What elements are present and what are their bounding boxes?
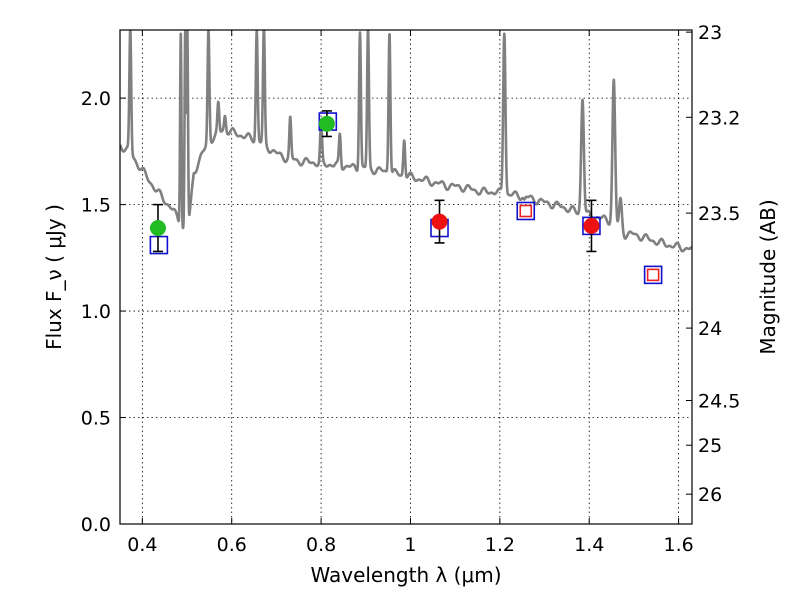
model-photometry-box [643, 265, 663, 285]
y-tick-label: 2.0 [81, 88, 111, 110]
x-tick-label: 0.8 [306, 534, 336, 556]
x-tick-label: 1.2 [485, 534, 515, 556]
y2-tick-label: 24.5 [698, 391, 740, 413]
plot-frame [119, 29, 693, 525]
model-photometry-inner-box [519, 204, 533, 218]
y-tick-label: 1.5 [81, 195, 111, 217]
y2-axis-label: Magnitude (AB) [756, 199, 780, 354]
x-tick-label: 1.4 [574, 534, 604, 556]
x-tick-label: 0.6 [217, 534, 247, 556]
photometry-point [431, 213, 448, 230]
y2-tick-label: 23.2 [698, 107, 740, 129]
y2-tick-label: 25 [698, 435, 722, 457]
model-photometry-box [149, 235, 169, 255]
photometry-point [318, 115, 335, 132]
plot-area [120, 30, 692, 285]
y2-tick-label: 26 [698, 484, 722, 506]
y2-tick-label: 24 [698, 318, 722, 340]
y-tick-label: 1.0 [81, 301, 111, 323]
x-tick-label: 1.6 [663, 534, 693, 556]
x-tick-label: 1 [404, 534, 416, 556]
y2-tick-label: 23.5 [698, 203, 740, 225]
photometry-point [583, 217, 600, 234]
y-tick-label: 0.5 [81, 408, 111, 430]
model-photometry-box [516, 201, 536, 221]
photometry-point [149, 220, 166, 237]
x-axis-label: Wavelength λ (μm) [310, 563, 501, 587]
y2-tick-label: 23 [698, 22, 722, 44]
grid [120, 30, 692, 525]
model-photometry-inner-box [646, 268, 660, 282]
y-tick-label: 0.0 [81, 514, 111, 536]
y-axis-label: Flux F_ν ( μJy ) [42, 204, 66, 350]
x-tick-label: 0.4 [127, 534, 157, 556]
tick-labels: 0.4 0.6 0.8 1 1.2 1.4 1.6 0.0 0.5 1.0 1.5 2.0 23 23.2… [81, 22, 741, 556]
model-spectrum-line [120, 30, 692, 253]
axis-ticks [120, 30, 692, 525]
